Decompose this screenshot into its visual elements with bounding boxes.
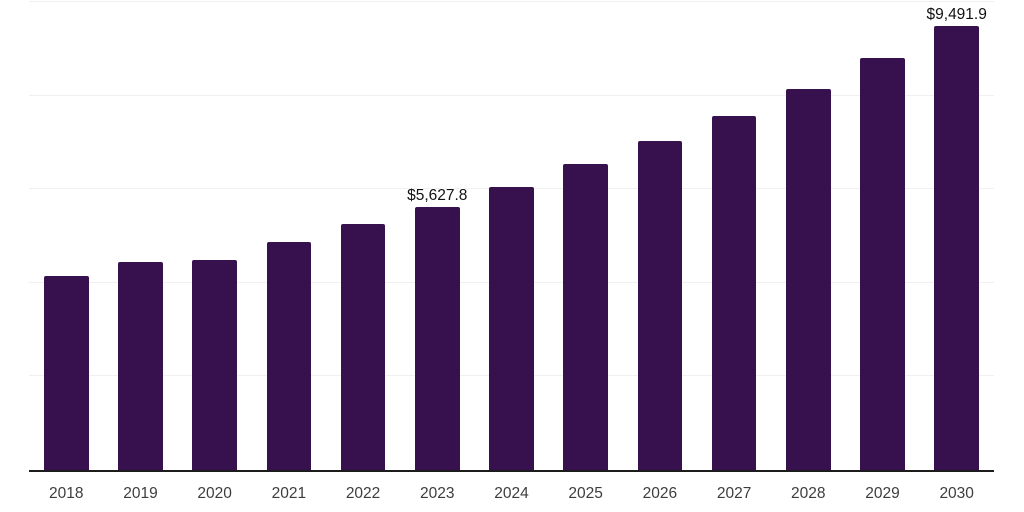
x-axis-label-2019: 2019 bbox=[123, 485, 158, 502]
x-axis-label-2026: 2026 bbox=[642, 485, 678, 502]
bar-column-2028 bbox=[786, 88, 831, 470]
bar-column-2019 bbox=[118, 261, 163, 470]
bar-column-2022 bbox=[340, 224, 386, 470]
bar-2026 bbox=[637, 141, 683, 470]
bar-2025 bbox=[563, 163, 608, 470]
x-axis-label-2029: 2029 bbox=[865, 485, 900, 502]
bar-2030 bbox=[934, 25, 979, 470]
bar-2029 bbox=[860, 58, 905, 470]
plot-area: $5,627.8 $9,491.9 bbox=[29, 1, 994, 472]
bar-column-2020 bbox=[192, 259, 237, 470]
bar-column-2026 bbox=[637, 141, 683, 470]
bar-2028 bbox=[786, 88, 831, 470]
x-axis-line bbox=[29, 470, 994, 472]
x-axis-label-2020: 2020 bbox=[197, 485, 232, 502]
gridline bbox=[29, 94, 994, 96]
x-axis-label-2022: 2022 bbox=[345, 485, 381, 502]
bar-value-label-2030: $9,491.9 bbox=[926, 6, 987, 24]
bar-2018 bbox=[44, 276, 89, 470]
x-axis-label-2018: 2018 bbox=[49, 485, 84, 502]
x-axis-label-2028: 2028 bbox=[791, 485, 826, 502]
x-axis-label-2021: 2021 bbox=[271, 485, 307, 502]
bar-column-2018 bbox=[44, 276, 89, 470]
x-axis-label-2024: 2024 bbox=[494, 485, 529, 502]
bar-2021 bbox=[266, 241, 312, 470]
bar-column-2025 bbox=[563, 163, 608, 470]
gridline bbox=[29, 1, 994, 2]
bar-column-2029 bbox=[860, 58, 905, 470]
bars-row: $5,627.8 $9,491.9 bbox=[44, 2, 987, 470]
bar-column-2023: $5,627.8 bbox=[407, 188, 467, 470]
bar-2027 bbox=[711, 115, 757, 470]
bar-2020 bbox=[192, 259, 237, 470]
bar-column-2027 bbox=[711, 115, 757, 470]
bar-2023 bbox=[415, 206, 460, 470]
x-axis-label-2030: 2030 bbox=[939, 485, 974, 502]
x-axis-labels: 2018 2019 2020 2021 2022 2023 2024 2025 2026 2027… bbox=[44, 485, 979, 502]
bar-column-2030: $9,491.9 bbox=[927, 7, 987, 470]
bar-column-2024 bbox=[489, 186, 534, 470]
bar-2019 bbox=[118, 261, 163, 470]
bar-2022 bbox=[340, 224, 386, 470]
bar-value-label-2023: $5,627.8 bbox=[407, 187, 468, 205]
x-axis-label-2023: 2023 bbox=[420, 485, 455, 502]
x-axis-label-2027: 2027 bbox=[716, 485, 752, 502]
bar-2024 bbox=[489, 186, 534, 470]
bar-column-2021 bbox=[266, 241, 312, 470]
x-axis-label-2025: 2025 bbox=[568, 485, 603, 502]
